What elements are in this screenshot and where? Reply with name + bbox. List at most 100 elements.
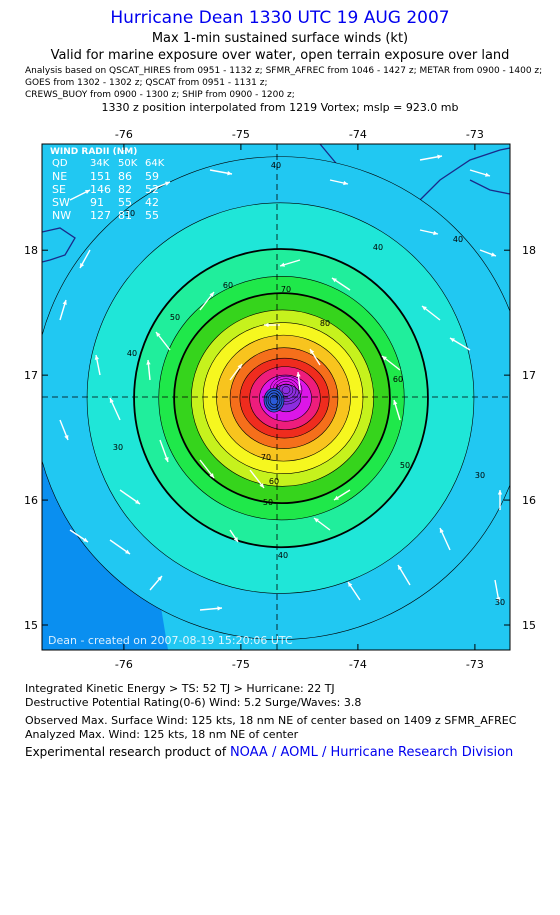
analyzed-max-wind: Analyzed Max. Wind: 125 kts, 18 nm NE of… [25,728,299,741]
wind-vector [421,305,441,321]
wind-radii-cell: SE [52,183,66,196]
contour-label: 50 [263,498,273,507]
contour-label: 40 [127,349,137,358]
wind-vector [149,181,171,191]
wind-contours [42,156,510,640]
wind-radii-table: WIND RADII (NM)QD 34K 50K 64K NE 151 86 59 SE 146… [50,147,165,222]
wind-radii-cell: 55 [118,196,132,209]
wind-radii-cell: 151 [90,170,111,183]
eye-contour [263,387,285,413]
wind-vector [159,439,169,463]
wind-vector [209,169,233,176]
longitude-tick-label: -75 [232,128,250,141]
analysis-sources-3: CREWS_BUOY from 0900 - 1300 z; SHIP from… [25,90,295,100]
contour-labels: 40 40 40 40 30 30 30 50 50 50 60 60 60 70 70 80 30 40 [113,161,505,607]
wind-vector [279,259,301,267]
longitude-tick-label: -73 [466,128,484,141]
wind-vector [199,459,215,479]
wind-radii-cell: 52 [145,183,159,196]
wind-vector [333,489,351,501]
contour-label: 40 [271,161,281,170]
wind-vector [229,529,239,543]
wind-radii-cell: 91 [90,196,104,209]
wind-vector [249,469,265,489]
wind-vector [59,299,67,321]
wind-radii-cell: 127 [90,209,111,222]
longitude-tick-label: -73 [466,658,484,671]
valid-note: Valid for marine exposure over water, op… [50,48,510,63]
dpr-text: Destructive Potential Rating(0-6) Wind: … [25,696,362,709]
wind-field: 40 40 40 40 30 30 30 50 50 50 60 60 60 70 70 80 30 40 [42,144,510,650]
wind-vector [229,363,243,381]
wind-vector [149,575,163,591]
subtitle: Max 1-min sustained surface winds (kt) [151,31,409,46]
wind-radii-header: WIND RADII (NM) [50,147,137,157]
position-note: 1330 z position interpolated from 1219 V… [101,101,459,114]
latitude-tick-label: 18 [522,244,536,257]
wind-radii-cell: 59 [145,170,159,183]
wind-vector [296,371,301,391]
eye-contour [265,390,283,411]
wind-radii-cell: NW [52,209,71,222]
wind-radii-cell: 86 [118,170,132,183]
wind-vector [469,169,491,177]
wind-vector [479,249,497,257]
contour-label: 70 [281,285,291,294]
axis-ticks: -76 -76 -75 -75 -74 -74 -73 -73 18 18 17 17 16 16 15 15 [24,128,536,671]
wind-radii-cell: SW [52,196,70,209]
longitude-tick-label: -76 [115,128,133,141]
wind-vector [109,539,131,555]
contour-label: 50 [170,313,180,322]
ike-text: Integrated Kinetic Energy > TS: 52 TJ > … [25,682,335,695]
wind-radii-col-header: 50K [118,158,138,169]
wind-radii-cell: 55 [145,209,159,222]
wind-vector [397,564,411,586]
contour-label: 30 [475,471,485,480]
contour-label: 60 [393,375,403,384]
wind-vector [393,399,401,421]
land-jamaica [42,227,76,263]
wind-arrows [59,154,503,611]
wind-vector [419,154,443,161]
wind-vector [494,579,501,603]
plot-frame [41,143,511,651]
org-link[interactable]: NOAA / AOML / Hurricane Research Divisio… [229,745,514,760]
wind-radii-col-header: 64K [145,158,165,169]
contour-label: 50 [400,461,410,470]
latitude-tick-label: 15 [522,619,536,632]
wind-vector [69,189,91,201]
wind-radii-cell: 146 [90,183,111,196]
longitude-tick-label: -76 [115,658,133,671]
wind-vector [79,249,91,269]
experimental-label: Experimental research product of [25,745,227,759]
wind-vector [59,419,69,441]
wind-vector [449,337,471,351]
wind-vector [439,527,451,551]
observed-max-wind: Observed Max. Surface Wind: 125 kts, 18 … [25,714,517,727]
wind-vector [419,229,439,236]
wind-radii-cell: 42 [145,196,159,209]
wind-vector [309,348,321,366]
eyewall-contour [281,386,291,394]
wind-vector [155,331,171,351]
wind-radii-col-header: QD [52,158,68,169]
longitude-tick-label: -74 [349,658,367,671]
latitude-tick-label: 17 [522,369,536,382]
contour-label: 70 [261,453,271,462]
wind-vector [94,354,101,376]
wind-vector [347,581,361,601]
latitude-tick-label: 16 [522,494,536,507]
wind-radii-cell: 82 [118,183,132,196]
contour-label: 30 [113,443,123,452]
wind-vector [329,179,349,186]
wind-vector [199,291,215,311]
wind-map: 40 40 40 40 30 30 30 50 50 50 60 60 60 70 70 80 30 40 -76… [24,128,536,671]
contour-label: 80 [320,319,330,328]
eye-contour [269,395,279,406]
wind-radii-cell: 81 [118,209,132,222]
wind-vector [109,397,121,421]
wind-vector [497,490,503,510]
wind-vector [146,359,151,381]
wind-vector [313,517,331,531]
wind-vector [331,277,351,291]
